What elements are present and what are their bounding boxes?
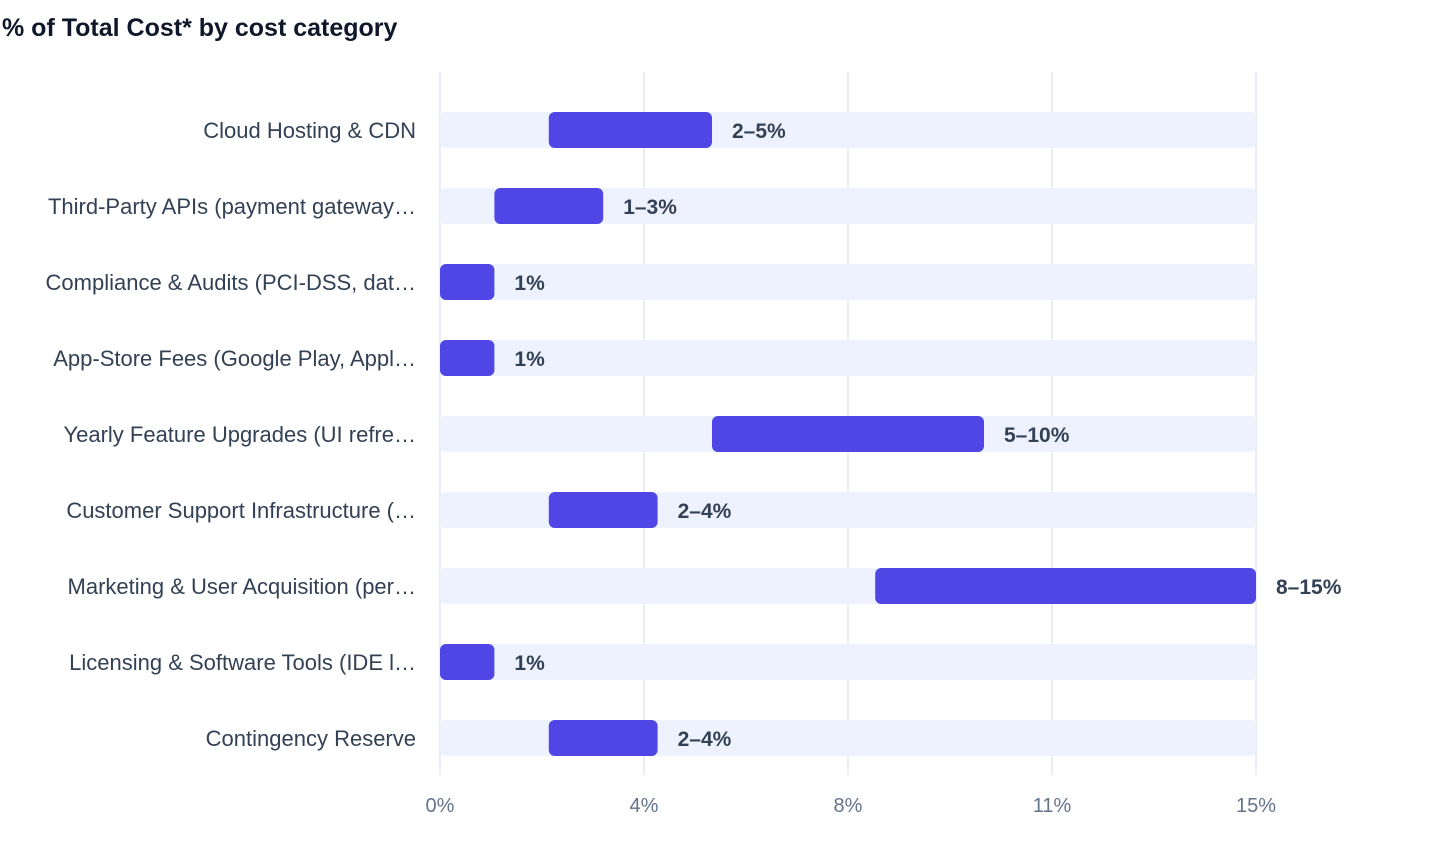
bar-value-label: 1% [514, 272, 545, 295]
bar-value-labels: 2–5% 1–3% 1% 1% 5–10% 2–4% 8–15% 1% 2–4% [514, 120, 1341, 751]
x-axis-ticks: 0% 4% 8% 11% 15% [426, 795, 1277, 817]
bars [440, 112, 1256, 756]
category-label: Contingency Reserve [206, 726, 416, 751]
bar-value-label: 5–10% [1004, 424, 1070, 447]
range-bar [712, 416, 984, 452]
x-tick-label: 11% [1033, 795, 1072, 817]
bar-track [440, 188, 1256, 224]
category-label: Yearly Feature Upgrades (UI refre… [63, 422, 416, 447]
category-label: App-Store Fees (Google Play, Appl… [53, 346, 416, 371]
category-label: Licensing & Software Tools (IDE l… [69, 650, 416, 675]
bar-value-label: 2–4% [678, 728, 732, 751]
bar-value-label: 1% [514, 652, 545, 675]
x-tick-label: 15% [1236, 795, 1276, 817]
bar-value-label: 2–4% [678, 500, 732, 523]
x-tick-label: 8% [834, 795, 863, 817]
category-label: Compliance & Audits (PCI-DSS, dat… [46, 270, 416, 295]
range-bar [494, 188, 604, 224]
bar-value-label: 2–5% [732, 120, 786, 143]
category-label: Cloud Hosting & CDN [203, 118, 416, 143]
range-bar [548, 492, 658, 528]
category-label: Third-Party APIs (payment gateway… [48, 194, 416, 219]
x-tick-label: 4% [630, 795, 659, 817]
category-label: Marketing & User Acquisition (per… [68, 574, 416, 599]
range-bar [548, 720, 658, 756]
bar-track [440, 340, 1256, 376]
category-label: Customer Support Infrastructure (… [66, 498, 416, 523]
bar-track [440, 264, 1256, 300]
bar-value-label: 1% [514, 348, 545, 371]
range-bar [440, 340, 495, 376]
range-bar [875, 568, 1256, 604]
bar-value-label: 1–3% [623, 196, 677, 219]
bar-value-label: 8–15% [1276, 576, 1342, 599]
range-bar [548, 112, 712, 148]
x-tick-label: 0% [426, 795, 455, 817]
bar-track [440, 644, 1256, 680]
range-bar [440, 264, 495, 300]
range-bar [440, 644, 495, 680]
chart-title: % of Total Cost* by cost category [2, 14, 398, 42]
category-labels: Cloud Hosting & CDN Third-Party APIs (pay… [46, 118, 416, 751]
